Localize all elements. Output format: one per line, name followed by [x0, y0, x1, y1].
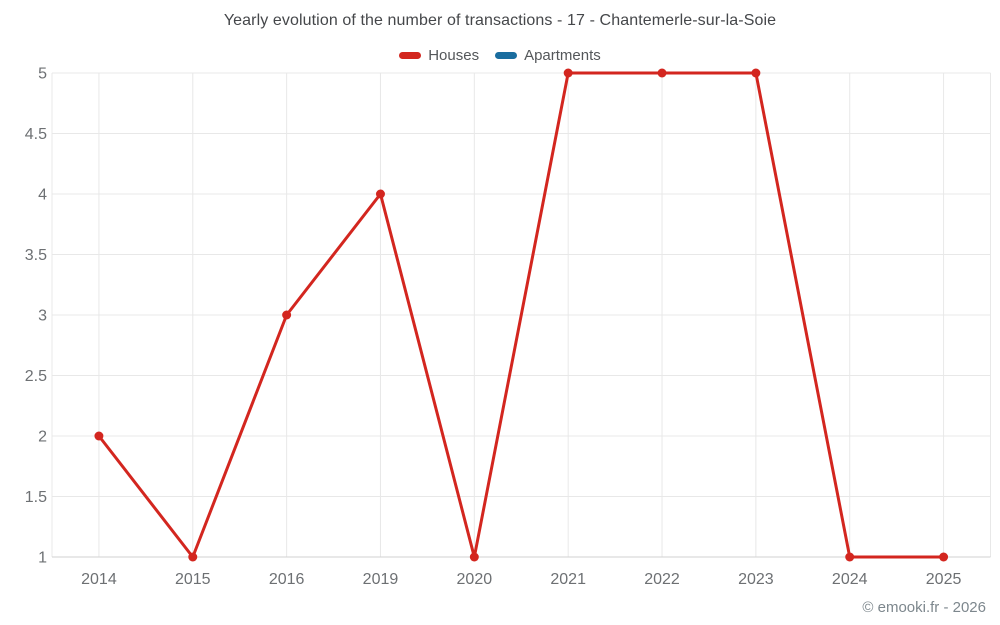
y-tick-label: 3 — [38, 308, 47, 325]
houses-swatch-icon — [399, 52, 422, 59]
chart-title: Yearly evolution of the number of transa… — [223, 12, 777, 29]
y-tick-label: 4.5 — [25, 126, 47, 143]
x-tick-label: 2025 — [926, 571, 962, 588]
data-point[interactable] — [282, 310, 292, 320]
x-tick-label: 2022 — [644, 571, 680, 588]
x-tick-label: 2024 — [832, 571, 868, 588]
y-tick-label: 2.5 — [25, 368, 47, 385]
series-line-houses — [97, 71, 946, 559]
x-tick-label: 2016 — [269, 571, 305, 588]
data-point[interactable] — [469, 552, 479, 562]
x-tick-label: 2023 — [738, 571, 774, 588]
data-point[interactable] — [845, 552, 855, 562]
y-tick-label: 1.5 — [25, 489, 47, 506]
legend-label-apartments: Apartments — [524, 47, 601, 64]
data-point[interactable] — [657, 68, 667, 78]
y-tick-label: 4 — [38, 187, 47, 204]
legend-item-houses[interactable]: Houses — [399, 47, 479, 64]
y-tick-label: 3.5 — [25, 247, 47, 264]
y-tick-label: 1 — [38, 550, 47, 567]
apartments-swatch-icon — [495, 52, 518, 59]
y-tick-label: 5 — [38, 66, 47, 83]
copyright-footer: © emooki.fr - 2026 — [862, 599, 986, 616]
data-point[interactable] — [563, 68, 573, 78]
legend: Houses Apartments — [0, 47, 1000, 64]
data-point[interactable] — [751, 68, 761, 78]
x-tick-label: 2015 — [175, 571, 211, 588]
x-tick-label: 2021 — [550, 571, 586, 588]
data-point[interactable] — [94, 431, 104, 441]
x-tick-label: 2019 — [363, 571, 399, 588]
data-point[interactable] — [939, 552, 949, 562]
legend-label-houses: Houses — [428, 47, 480, 64]
x-tick-label: 2014 — [81, 571, 117, 588]
data-point[interactable] — [375, 189, 385, 199]
x-tick-label: 2020 — [457, 571, 493, 588]
legend-item-apartments[interactable]: Apartments — [495, 47, 601, 64]
y-tick-label: 2 — [38, 429, 47, 446]
data-point[interactable] — [188, 552, 198, 562]
